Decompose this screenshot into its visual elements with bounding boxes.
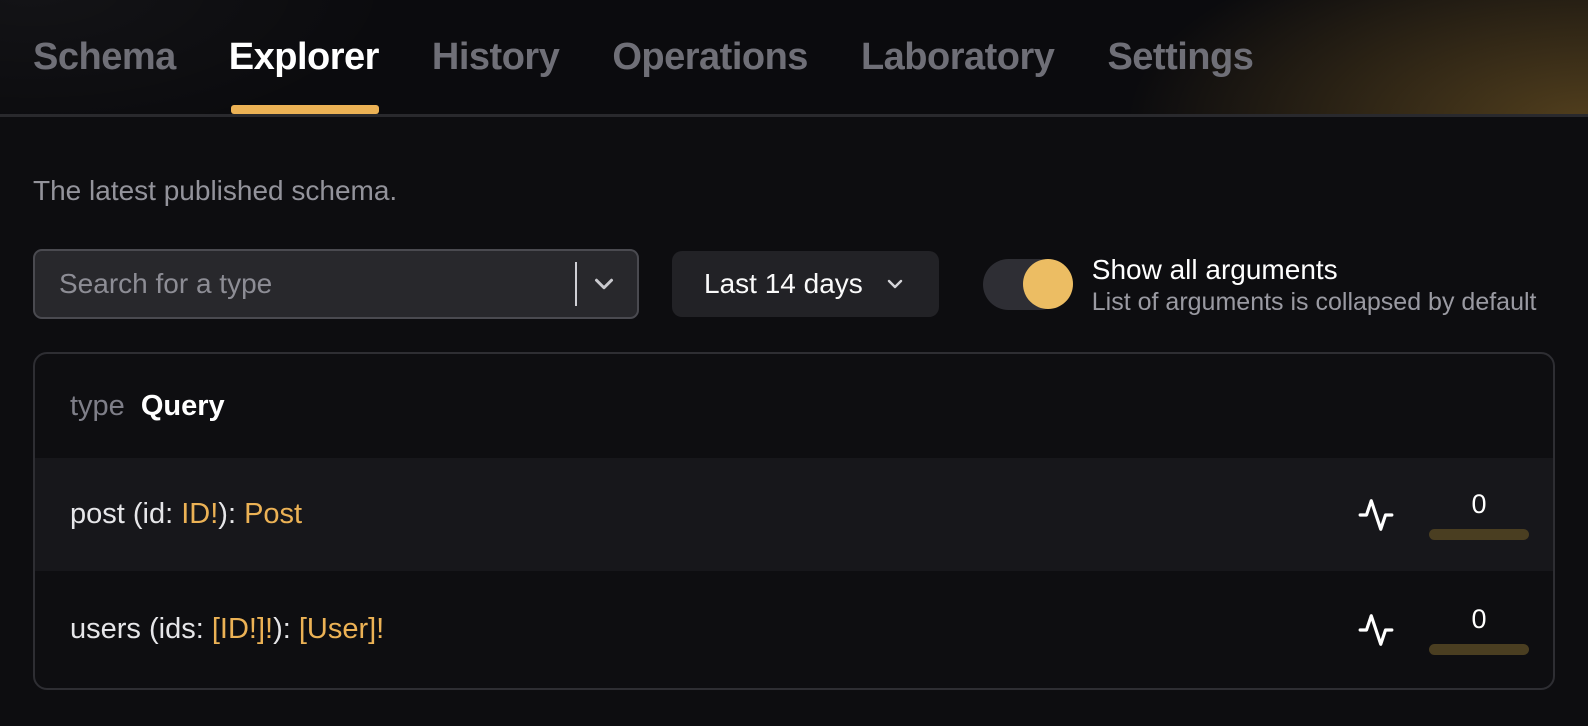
arg-type: [ID!]! [211,613,274,645]
usage-bar [1429,643,1529,655]
tab-explorer-label: Explorer [228,35,380,78]
field-row-users[interactable]: users (ids: [ID!]!): [User]! 0 [35,571,1553,688]
tab-schema-label: Schema [33,35,176,78]
usage-count: 0 [1471,603,1487,634]
tab-laboratory[interactable]: Laboratory [860,0,1055,114]
period-select-button[interactable]: Last 14 days [672,251,939,317]
tab-operations-label: Operations [612,35,808,78]
type-search-combobox[interactable] [33,249,639,319]
type-name: Query [140,389,225,422]
chevron-down-icon[interactable] [589,269,619,299]
combobox-separator [575,262,577,306]
field-name: post (id: [70,498,182,530]
activity-pulse-icon[interactable] [1354,496,1398,534]
activity-pulse-icon[interactable] [1354,611,1398,649]
field-name: users (ids: [70,613,212,645]
tab-explorer[interactable]: Explorer [229,0,379,114]
period-label: Last 14 days [704,268,863,299]
field-row-post[interactable]: post (id: ID!): Post 0 [35,458,1553,571]
controls-row: Last 14 days Show all arguments List of … [33,249,1588,319]
active-tab-indicator [230,105,379,114]
tab-history[interactable]: History [431,0,560,114]
schema-type-card: type Query post (id: ID!): Post 0 users … [33,352,1555,690]
field-usage: 0 [1354,490,1529,540]
tab-laboratory-label: Laboratory [860,35,1055,78]
show-all-arguments-toggle[interactable] [982,258,1073,310]
top-navbar: Schema Explorer History Operations Labor… [0,0,1588,117]
type-kind-label: type [70,389,125,422]
tab-schema[interactable]: Schema [33,0,176,114]
tab-settings[interactable]: Settings [1107,0,1253,114]
return-type[interactable]: [User]! [298,613,385,645]
separator-text: ): [273,613,299,645]
field-signature: post (id: ID!): Post [70,498,302,531]
usage-stat: 0 [1429,490,1529,540]
toggle-knob [1022,258,1073,309]
type-card-header: type Query [35,354,1553,458]
page-subtitle: The latest published schema. [33,175,398,206]
separator-text: ): [218,498,245,530]
chevron-down-icon [887,279,902,289]
field-usage: 0 [1354,605,1529,655]
usage-count: 0 [1471,488,1487,519]
search-input[interactable] [59,268,567,300]
field-signature: users (ids: [ID!]!): [User]! [70,613,384,646]
tab-history-label: History [431,35,560,78]
return-type[interactable]: Post [244,498,303,530]
usage-stat: 0 [1429,605,1529,655]
toggle-label-block: Show all arguments List of arguments is … [1092,252,1537,317]
arg-type: ID! [181,498,219,530]
tab-settings-label: Settings [1107,35,1254,78]
toggle-description: List of arguments is collapsed by defaul… [1091,287,1537,316]
toggle-title: Show all arguments [1091,253,1338,285]
tab-operations[interactable]: Operations [612,0,808,114]
usage-bar [1429,528,1529,540]
